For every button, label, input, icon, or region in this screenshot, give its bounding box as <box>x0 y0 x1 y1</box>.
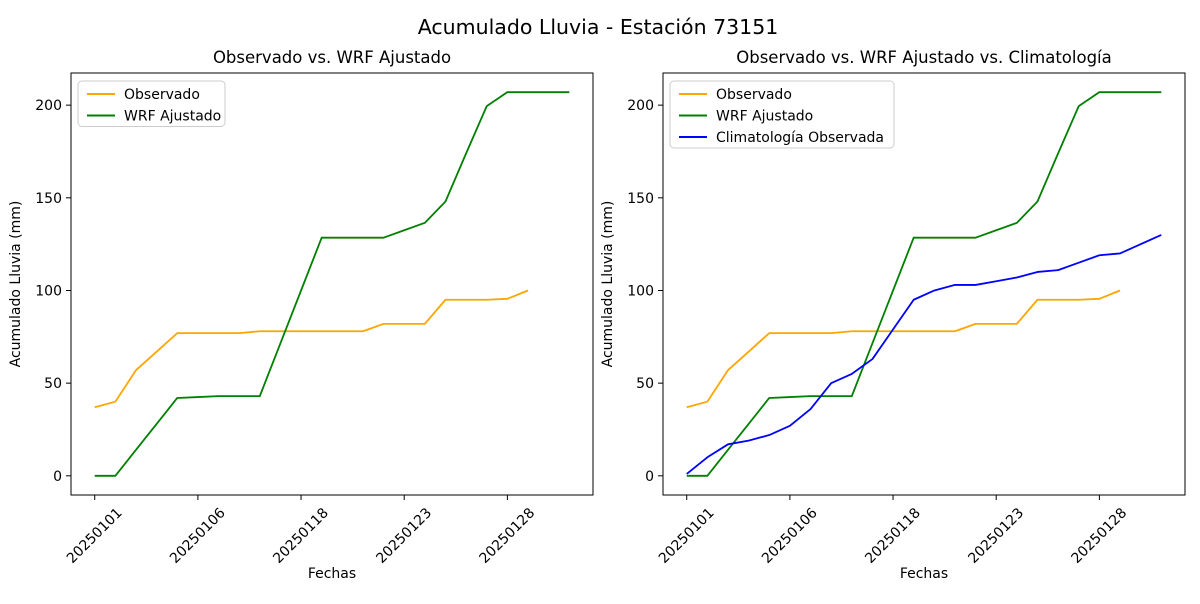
legend-box <box>669 80 895 149</box>
x-tick-label-group: 20250128 <box>1069 505 1131 567</box>
x-tick-label-group: 20250101 <box>656 505 718 567</box>
x-tick-label: 20250106 <box>167 505 229 567</box>
chart-observado-vs-wrf-vs-climatologia: Observado vs. WRF Ajustado vs. Climatolo… <box>600 48 1186 582</box>
legend: Observado WRF Ajustado Climatología Observ… <box>669 80 895 149</box>
x-tick-label-group: 20250128 <box>477 505 539 567</box>
legend: Observado WRF Ajustado <box>77 80 226 127</box>
chart-title: Observado vs. WRF Ajustado vs. Climatolo… <box>736 48 1112 67</box>
legend-label: WRF Ajustado <box>124 109 221 125</box>
x-tick-label: 20250118 <box>270 505 332 567</box>
y-tick-label: 100 <box>627 283 654 299</box>
chart-title: Observado vs. WRF Ajustado <box>213 48 451 67</box>
legend-item-observado: Observado <box>87 87 200 103</box>
y-axis-label: Acumulado Lluvia (mm) <box>8 201 24 368</box>
x-tick-label-group: 20250118 <box>270 505 332 567</box>
y-tick-label: 100 <box>35 283 62 299</box>
x-axis-label: Fechas <box>900 566 948 582</box>
line-wrf-ajustado <box>686 91 1162 477</box>
legend-item-climatologia-observada: Climatología Observada <box>679 130 884 146</box>
y-tick-label: 150 <box>35 191 62 207</box>
y-tick-label: 50 <box>44 376 62 392</box>
legend-item-wrf-ajustado: WRF Ajustado <box>87 109 221 125</box>
x-tick-label-group: 20250123 <box>965 505 1027 567</box>
y-axis-label-group: Acumulado Lluvia (mm) <box>600 201 616 368</box>
y-axis-label-group: Acumulado Lluvia (mm) <box>8 201 24 368</box>
legend-label: Climatología Observada <box>716 130 884 146</box>
legend-label: Observado <box>124 87 200 103</box>
chart-observado-vs-wrf: Observado vs. WRF Ajustado 0 50 100 150 200 20… <box>8 48 594 582</box>
legend-label: Observado <box>716 87 792 103</box>
x-axis-label: Fechas <box>308 566 356 582</box>
y-tick-label: 0 <box>645 469 654 485</box>
line-wrf-ajustado <box>94 91 570 477</box>
legend-item-observado: Observado <box>679 87 792 103</box>
x-tick-label: 20250123 <box>373 505 435 567</box>
axes-frame <box>70 72 594 496</box>
y-tick-label: 50 <box>636 376 654 392</box>
line-observado <box>94 289 529 409</box>
x-tick-label-group: 20250106 <box>167 505 229 567</box>
x-tick-label-group: 20250101 <box>64 505 126 567</box>
y-tick-label: 0 <box>53 469 62 485</box>
x-tick-label: 20250118 <box>862 505 924 567</box>
figure-title: Acumulado Lluvia - Estación 73151 <box>418 15 779 39</box>
x-tick-label: 20250128 <box>1069 505 1131 567</box>
x-tick-label: 20250101 <box>64 505 126 567</box>
y-tick-label: 200 <box>627 98 654 114</box>
line-observado <box>686 289 1121 409</box>
x-tick-label-group: 20250106 <box>759 505 821 567</box>
x-tick-label: 20250106 <box>759 505 821 567</box>
legend-label: WRF Ajustado <box>716 109 813 125</box>
x-tick-label: 20250128 <box>477 505 539 567</box>
y-tick-label: 150 <box>627 191 654 207</box>
x-tick-label: 20250123 <box>965 505 1027 567</box>
x-tick-label-group: 20250118 <box>862 505 924 567</box>
axes-frame <box>662 72 1186 496</box>
x-tick-label-group: 20250123 <box>373 505 435 567</box>
x-tick-label: 20250101 <box>656 505 718 567</box>
legend-item-wrf-ajustado: WRF Ajustado <box>679 109 813 125</box>
y-axis-label: Acumulado Lluvia (mm) <box>600 201 616 368</box>
y-tick-label: 200 <box>35 98 62 114</box>
line-climatologia-observada <box>686 234 1162 475</box>
